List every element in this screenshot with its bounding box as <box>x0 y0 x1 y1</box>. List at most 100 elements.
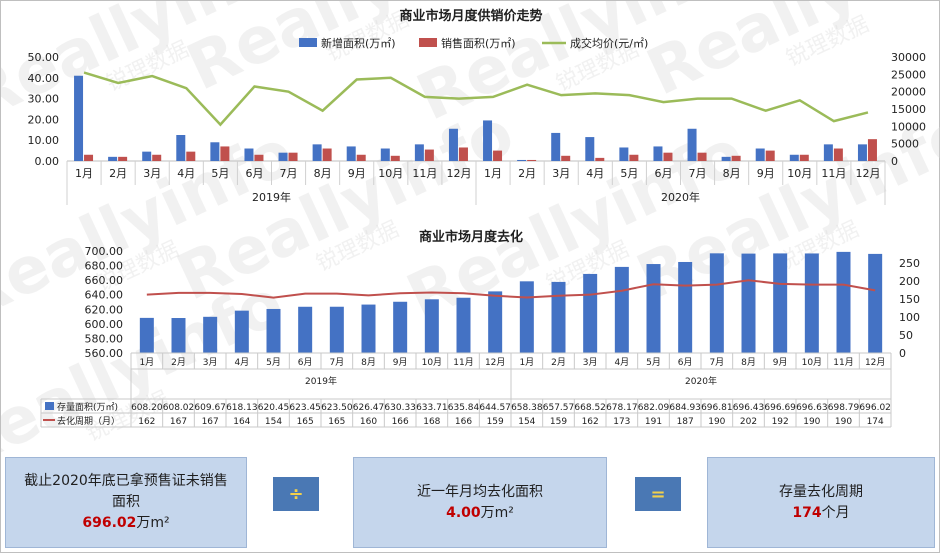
chart2-year-label: 2019年 <box>305 375 337 387</box>
chart2-table-cell-period: 166 <box>392 417 409 427</box>
chart1-bar <box>142 152 151 161</box>
chart1-bar <box>653 146 662 161</box>
chart2-table-cell-inventory: 635.84 <box>448 403 480 413</box>
chart1-bar <box>74 76 83 161</box>
chart1-ytick-left: 10.00 <box>28 134 60 147</box>
chart1-legend-swatch <box>299 38 317 47</box>
chart1-bar <box>459 147 468 161</box>
chart1-bar <box>220 146 229 161</box>
chart1-bar <box>254 155 263 161</box>
chart1-bar <box>449 129 458 161</box>
chart2-table-cell-period: 173 <box>613 417 630 427</box>
chart2-xtick: 5月 <box>266 357 281 368</box>
chart1-ytick-left: 20.00 <box>28 113 60 126</box>
chart1-bar <box>756 149 765 161</box>
chart1-bar <box>722 157 731 161</box>
chart1-bar <box>84 155 93 161</box>
chart2-ytick-left: 600.00 <box>85 318 124 331</box>
chart1-bar <box>289 153 298 161</box>
chart1-bar <box>415 144 424 161</box>
chart1-bar <box>210 142 219 161</box>
chart1-legend-label: 新增面积(万㎡) <box>321 36 396 50</box>
summary-box-absorption-period-unit: 个月 <box>822 505 850 521</box>
chart1-xtick: 9月 <box>348 167 366 180</box>
chart1-year-label: 2019年 <box>252 190 291 204</box>
chart1-ytick-left: 0.00 <box>35 155 60 168</box>
chart1-xtick: 7月 <box>689 167 707 180</box>
chart2-table-cell-period: 165 <box>297 417 314 427</box>
chart1-ytick-right: 25000 <box>891 68 926 81</box>
chart2-table-cell-period: 165 <box>328 417 345 427</box>
chart2-xtick: 9月 <box>393 357 408 368</box>
chart2-table-cell-inventory: 626.47 <box>353 403 385 413</box>
chart2-table-cell-period: 159 <box>550 417 567 427</box>
chart1-xtick: 8月 <box>723 167 741 180</box>
chart1-xtick: 10月 <box>787 167 812 180</box>
chart2-bar <box>140 318 154 353</box>
chart2-bar <box>298 307 312 353</box>
chart2-table-cell-period: 160 <box>360 417 377 427</box>
chart1-xtick: 1月 <box>484 167 502 180</box>
chart1-bar <box>790 155 799 161</box>
chart1-bar <box>357 155 366 161</box>
chart1-xtick: 5月 <box>620 167 638 180</box>
chart2-bar <box>678 262 692 353</box>
chart1-title: 商业市场月度供销价走势 <box>399 8 542 24</box>
chart2-table-cell-inventory: 668.52 <box>574 403 606 413</box>
chart1-bar <box>688 129 697 161</box>
chart1-xtick: 11月 <box>412 167 437 180</box>
chart1-xtick: 10月 <box>378 167 403 180</box>
chart1-xtick: 2月 <box>518 167 536 180</box>
chart2-xtick: 10月 <box>422 357 442 368</box>
chart2-bar <box>773 253 787 353</box>
chart2-xtick: 6月 <box>678 357 693 368</box>
chart1-xtick: 6月 <box>245 167 263 180</box>
chart2-bar <box>742 254 756 353</box>
chart1-bar <box>585 137 594 161</box>
chart1-bar <box>629 155 638 161</box>
chart2-table-cell-period: 166 <box>455 417 472 427</box>
chart2-table-cell-inventory: 684.93 <box>669 403 701 413</box>
chart2-xtick: 11月 <box>833 357 853 368</box>
chart2-ytick-left: 620.00 <box>85 303 124 316</box>
chart2-xtick: 4月 <box>614 357 629 368</box>
chart2-legend-label: 存量面积(万㎡) <box>57 401 118 413</box>
chart1-xtick: 2月 <box>109 167 127 180</box>
summary-box-monthly-absorption-value: 4.00 <box>446 505 481 521</box>
chart1-bar <box>824 144 833 161</box>
chart1-legend-label: 销售面积(万㎡) <box>441 36 516 50</box>
chart2-table-cell-period: 202 <box>740 417 757 427</box>
chart2-bar <box>393 302 407 353</box>
chart1-xtick: 8月 <box>314 167 332 180</box>
summary-box-inventory-label: 截止2020年底已拿预售证未销售面积 <box>21 471 231 513</box>
chart2-table-cell-inventory: 696.43 <box>733 403 765 413</box>
chart2-ytick-left: 660.00 <box>85 274 124 287</box>
summary-box-absorption-period: 存量去化周期 174个月 <box>707 457 935 548</box>
chart2-bar <box>552 282 566 353</box>
chart2-legend-label: 去化周期（月） <box>57 415 120 427</box>
chart1-xtick: 4月 <box>177 167 195 180</box>
chart2-bar <box>837 252 851 353</box>
chart2-xtick: 12月 <box>865 357 885 368</box>
chart2-table-cell-period: 190 <box>708 417 725 427</box>
chart2-xtick: 1月 <box>139 357 154 368</box>
chart2-table-cell-inventory: 696.63 <box>796 403 828 413</box>
chart2-table-cell-inventory: 618.13 <box>226 403 258 413</box>
chart2-ytick-right: 0 <box>899 347 906 360</box>
chart2-table-cell-inventory: 623.50 <box>321 403 353 413</box>
chart1-xtick: 6月 <box>654 167 672 180</box>
chart2-table-cell-inventory: 696.69 <box>764 403 796 413</box>
chart2-table-cell-period: 190 <box>835 417 852 427</box>
chart2-table-cell-period: 192 <box>772 417 789 427</box>
chart2-table-cell-inventory: 623.45 <box>289 403 321 413</box>
chart2-table-cell-inventory: 657.57 <box>543 403 575 413</box>
chart2-xtick: 1月 <box>519 357 534 368</box>
chart2-xtick: 8月 <box>741 357 756 368</box>
chart1-ytick-right: 30000 <box>891 51 926 64</box>
chart1-bar <box>517 160 526 161</box>
chart1-xtick: 11月 <box>821 167 846 180</box>
chart1-ytick-left: 30.00 <box>28 93 60 106</box>
chart2-table-cell-inventory: 658.38 <box>511 403 543 413</box>
chart1-bar <box>732 156 741 161</box>
chart2-table-cell-period: 154 <box>265 417 282 427</box>
